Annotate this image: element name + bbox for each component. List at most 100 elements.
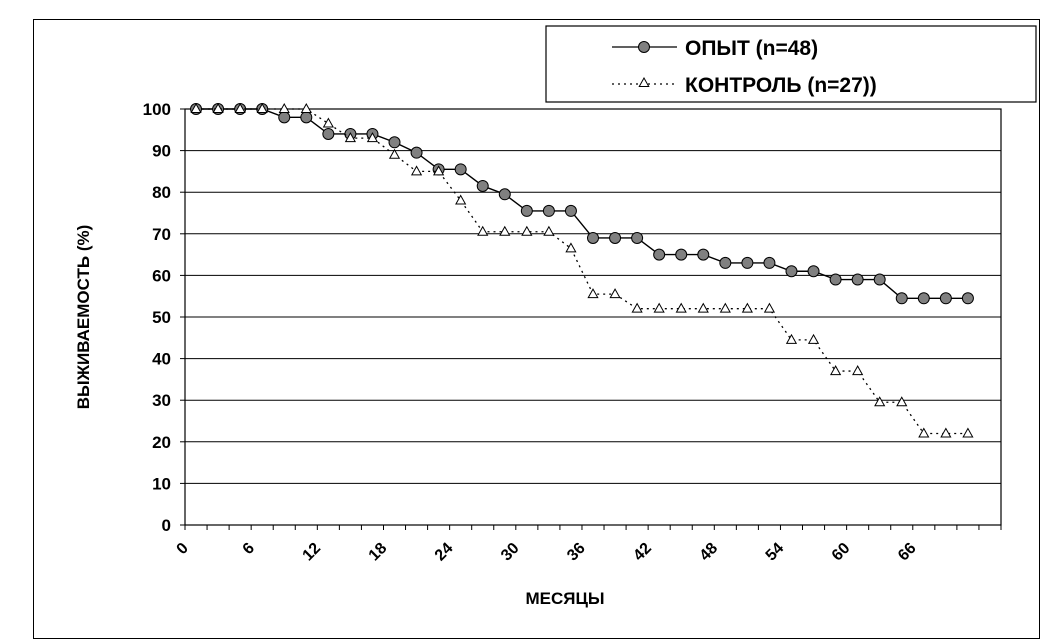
data-point-opyt <box>542 204 555 217</box>
data-point-opyt <box>609 231 622 244</box>
x-tick-label: 60 <box>829 540 854 565</box>
y-tick-label: 80 <box>152 183 171 202</box>
data-point-kontrol <box>675 302 687 313</box>
data-point-opyt <box>410 146 423 159</box>
data-point-kontrol <box>410 165 423 176</box>
series-layer <box>190 102 974 438</box>
data-point-kontrol <box>366 132 379 143</box>
legend-marker-opyt <box>638 41 650 53</box>
data-point-opyt <box>587 231 599 244</box>
x-tick-label: 24 <box>432 540 457 565</box>
y-tick-label: 90 <box>152 142 171 161</box>
y-axis-ticks: 0 10 20 30 40 50 60 70 80 90 100 <box>143 100 185 535</box>
data-point-opyt <box>697 248 710 261</box>
data-point-kontrol <box>653 302 665 313</box>
data-point-opyt <box>785 265 798 278</box>
data-point-kontrol <box>829 365 842 376</box>
x-tick-label: 42 <box>630 540 655 565</box>
y-tick-label: 100 <box>143 100 171 119</box>
data-point-opyt <box>498 188 511 201</box>
y-tick-label: 10 <box>152 474 171 493</box>
x-tick-label: 6 <box>240 540 258 558</box>
data-point-kontrol <box>741 302 753 313</box>
data-point-kontrol <box>344 132 357 143</box>
data-point-opyt <box>454 163 467 176</box>
data-point-kontrol <box>719 302 731 313</box>
y-tick-label: 60 <box>152 266 171 285</box>
y-tick-label: 70 <box>152 225 171 244</box>
x-tick-label: 54 <box>763 540 788 565</box>
data-point-opyt <box>741 256 754 269</box>
series-line-0 <box>196 108 968 299</box>
data-point-opyt <box>917 292 930 305</box>
data-point-kontrol <box>521 225 533 236</box>
chart-frame: 0 10 20 30 40 50 60 70 80 90 100 0 6 12 18 24 30 36 42 48 5… <box>33 19 1040 639</box>
data-point-kontrol <box>212 102 224 113</box>
y-tick-label: 0 <box>162 516 171 535</box>
y-axis-title: ВЫЖИВАЕМОСТЬ (%) <box>74 225 93 410</box>
data-point-opyt <box>653 248 666 261</box>
data-point-kontrol <box>918 427 930 438</box>
y-tick-label: 40 <box>152 350 171 369</box>
data-point-opyt <box>807 265 820 278</box>
data-point-opyt <box>851 273 864 286</box>
data-point-kontrol <box>300 102 312 113</box>
gridlines <box>185 108 1001 526</box>
y-tick-label: 30 <box>152 391 171 410</box>
data-point-kontrol <box>962 427 974 438</box>
data-point-opyt <box>763 256 776 269</box>
data-point-kontrol <box>874 396 886 407</box>
data-point-opyt <box>829 273 842 286</box>
x-axis-ticks: 0 6 12 18 24 30 36 42 48 54 60 66 <box>174 525 1002 565</box>
data-point-kontrol <box>785 333 798 344</box>
data-point-kontrol <box>697 302 709 313</box>
data-point-kontrol <box>940 427 952 438</box>
legend-marker-kontrol <box>638 76 650 87</box>
chart-svg: 0 10 20 30 40 50 60 70 80 90 100 0 6 12 18 24 30 36 42 48 5… <box>74 25 1037 608</box>
x-axis-title: МЕСЯЦЫ <box>525 589 604 608</box>
data-point-kontrol <box>477 225 489 236</box>
data-point-kontrol <box>543 225 555 236</box>
data-point-kontrol <box>455 194 467 205</box>
data-point-opyt <box>476 179 489 192</box>
data-point-opyt <box>675 248 688 261</box>
data-point-kontrol <box>234 102 246 113</box>
data-point-opyt <box>873 273 886 286</box>
data-point-opyt <box>631 231 644 244</box>
x-tick-label: 48 <box>697 540 722 565</box>
legend-label-opyt: ОПЫТ (n=48) <box>685 37 818 60</box>
data-point-kontrol <box>433 165 445 176</box>
data-point-kontrol <box>631 302 643 313</box>
data-point-kontrol <box>852 365 864 376</box>
y-tick-label: 20 <box>152 433 171 452</box>
data-point-kontrol <box>763 302 776 313</box>
y-tick-label: 50 <box>152 308 171 327</box>
series-line-1 <box>196 108 968 435</box>
data-point-kontrol <box>896 396 908 407</box>
data-point-kontrol <box>807 333 820 344</box>
data-point-opyt <box>961 292 974 305</box>
legend-box <box>545 25 1037 103</box>
data-point-opyt <box>278 111 291 124</box>
data-point-opyt <box>895 292 908 305</box>
data-point-kontrol <box>609 288 621 299</box>
data-point-kontrol <box>322 117 334 128</box>
data-point-kontrol <box>190 102 202 113</box>
legend-label-kontrol: КОНТРОЛЬ (n=27)) <box>685 74 877 97</box>
x-tick-label: 18 <box>366 540 391 565</box>
x-tick-label: 36 <box>564 540 589 565</box>
data-point-opyt <box>564 204 577 217</box>
x-tick-label: 12 <box>300 540 325 565</box>
data-point-opyt <box>322 127 335 140</box>
x-tick-label: 0 <box>174 540 192 558</box>
data-point-kontrol <box>278 102 290 113</box>
data-point-opyt <box>939 292 952 305</box>
data-point-kontrol <box>587 288 599 299</box>
data-point-opyt <box>388 136 401 149</box>
data-point-kontrol <box>565 242 577 253</box>
data-point-opyt <box>719 256 732 269</box>
data-point-kontrol <box>256 102 268 113</box>
data-point-opyt <box>300 111 313 124</box>
x-tick-label: 30 <box>498 540 523 565</box>
data-point-kontrol <box>499 225 511 236</box>
